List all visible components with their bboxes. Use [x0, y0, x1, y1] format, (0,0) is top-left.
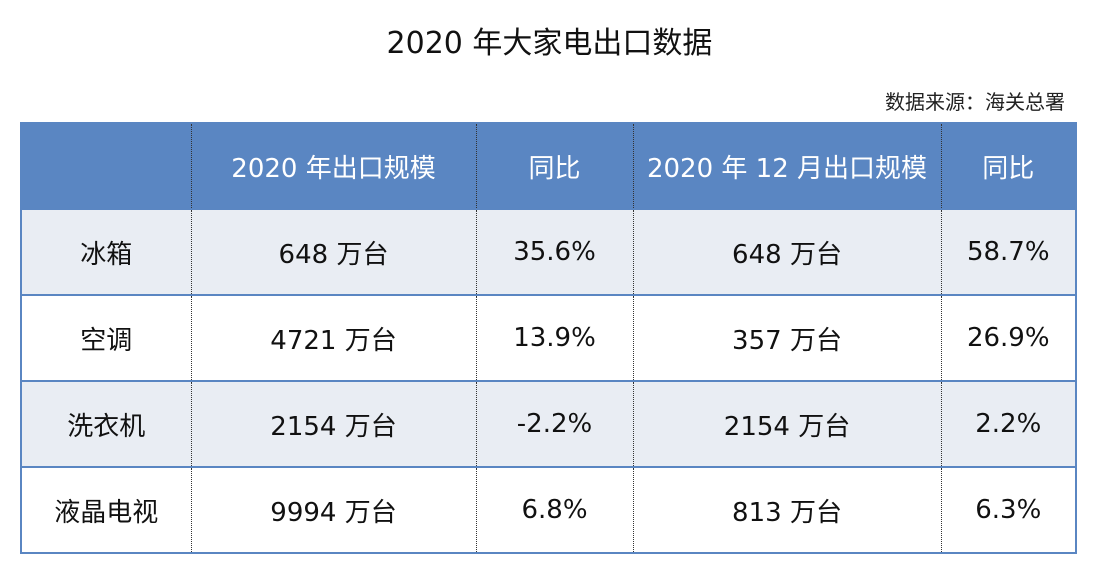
table-row: 冰箱 648 万台 35.6% 648 万台 58.7% — [20, 208, 1077, 296]
table-row: 空调 4721 万台 13.9% 357 万台 26.9% — [20, 294, 1077, 382]
data-table: 2020 年出口规模 同比 2020 年 12 月出口规模 同比 冰箱 648 万台 35.… — [20, 122, 1077, 554]
row-label: 冰箱 — [20, 208, 192, 296]
table-row: 液晶电视 9994 万台 6.8% 813 万台 6.3% — [20, 466, 1077, 554]
table-cell: 26.9% — [940, 294, 1077, 382]
table-cell: -2.2% — [475, 380, 634, 468]
table-cell: 35.6% — [475, 208, 634, 296]
table-cell: 4721 万台 — [190, 294, 477, 382]
table-cell: 2154 万台 — [632, 380, 942, 468]
row-label: 空调 — [20, 294, 192, 382]
table-cell: 648 万台 — [190, 208, 477, 296]
title: 2020 年大家电出口数据 — [386, 26, 713, 61]
header-cell: 同比 — [475, 122, 634, 210]
table-cell: 648 万台 — [632, 208, 942, 296]
table-cell: 13.9% — [475, 294, 634, 382]
header-cell: 2020 年 12 月出口规模 — [632, 122, 942, 210]
table-cell: 2154 万台 — [190, 380, 477, 468]
source-note: 数据来源：海关总署 — [885, 90, 1065, 114]
table-cell: 6.8% — [475, 466, 634, 554]
header-row: 2020 年出口规模 同比 2020 年 12 月出口规模 同比 — [20, 122, 1077, 210]
header-cell — [20, 122, 192, 210]
header-cell: 同比 — [940, 122, 1077, 210]
table-cell: 58.7% — [940, 208, 1077, 296]
row-label: 洗衣机 — [20, 380, 192, 468]
table-cell: 813 万台 — [632, 466, 942, 554]
table-row: 洗衣机 2154 万台 -2.2% 2154 万台 2.2% — [20, 380, 1077, 468]
table-cell: 2.2% — [940, 380, 1077, 468]
row-label: 液晶电视 — [20, 466, 192, 554]
table-cell: 6.3% — [940, 466, 1077, 554]
table-cell: 357 万台 — [632, 294, 942, 382]
header-cell: 2020 年出口规模 — [190, 122, 477, 210]
table-cell: 9994 万台 — [190, 466, 477, 554]
